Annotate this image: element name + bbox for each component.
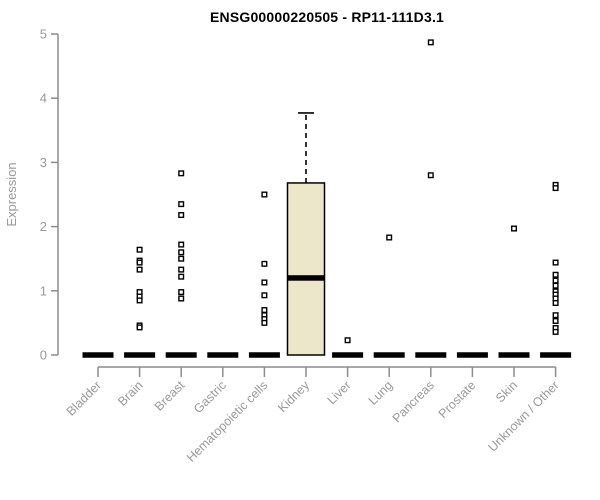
y-tick-label: 2: [40, 219, 47, 234]
median-line: [415, 352, 447, 358]
data-point: [178, 212, 185, 219]
median-line: [332, 352, 364, 358]
data-point: [261, 279, 268, 286]
x-category-label: Lung: [366, 378, 396, 408]
data-point: [261, 191, 268, 198]
x-category-label: Brain: [115, 378, 146, 409]
x-category-label: Liver: [325, 378, 354, 407]
median-line: [124, 352, 156, 358]
box-kidney: [286, 182, 326, 356]
data-point: [261, 307, 268, 314]
data-point: [178, 289, 185, 296]
data-point: [178, 255, 185, 262]
median-line: [373, 352, 405, 358]
y-axis-label: Expression: [4, 162, 19, 226]
x-category-label: Prostate: [436, 378, 479, 421]
median-line: [207, 352, 239, 358]
data-point: [178, 273, 185, 280]
x-category-label: Pancreas: [390, 378, 437, 425]
data-point: [178, 249, 185, 256]
data-point: [178, 295, 185, 302]
data-point: [511, 225, 518, 232]
chart-title: ENSG00000220505 - RP11-111D3.1: [209, 9, 445, 25]
data-point: [136, 297, 143, 304]
data-point: [136, 259, 143, 266]
y-tick-label: 3: [40, 155, 47, 170]
data-point: [261, 292, 268, 299]
x-category-label: Kidney: [275, 378, 312, 415]
x-category-label: Unknown / Other: [485, 378, 561, 454]
data-point: [261, 260, 268, 267]
y-tick-label: 4: [40, 91, 47, 106]
data-point: [178, 201, 185, 208]
median-line: [287, 275, 325, 281]
data-point: [178, 241, 185, 248]
data-point: [136, 246, 143, 253]
data-point: [552, 299, 559, 306]
median-line: [165, 352, 197, 358]
data-point: [136, 324, 143, 331]
median-line: [456, 352, 488, 358]
median-line: [498, 352, 530, 358]
median-line: [540, 352, 572, 358]
y-tick-label: 5: [40, 27, 47, 42]
data-point: [552, 277, 559, 284]
data-point: [552, 328, 559, 335]
x-category-label: Gastric: [191, 378, 229, 416]
x-category-label: Hematopoietic cells: [184, 378, 271, 465]
median-line: [82, 352, 114, 358]
y-tick-label: 1: [40, 283, 47, 298]
data-point: [552, 312, 559, 319]
x-category-label: Skin: [493, 378, 520, 405]
data-point: [386, 234, 393, 241]
data-point: [178, 170, 185, 177]
data-point: [552, 259, 559, 266]
data-point: [427, 39, 434, 46]
data-point: [552, 271, 559, 278]
x-category-label: Bladder: [64, 378, 104, 418]
data-point: [427, 172, 434, 179]
data-point: [178, 266, 185, 273]
x-category-label: Breast: [152, 378, 188, 414]
data-point: [552, 317, 559, 324]
data-point: [261, 319, 268, 326]
y-tick-label: 0: [40, 348, 47, 363]
data-point: [136, 266, 143, 273]
data-point: [552, 282, 559, 289]
median-line: [248, 352, 280, 358]
data-point: [552, 185, 559, 192]
data-point: [344, 337, 351, 344]
